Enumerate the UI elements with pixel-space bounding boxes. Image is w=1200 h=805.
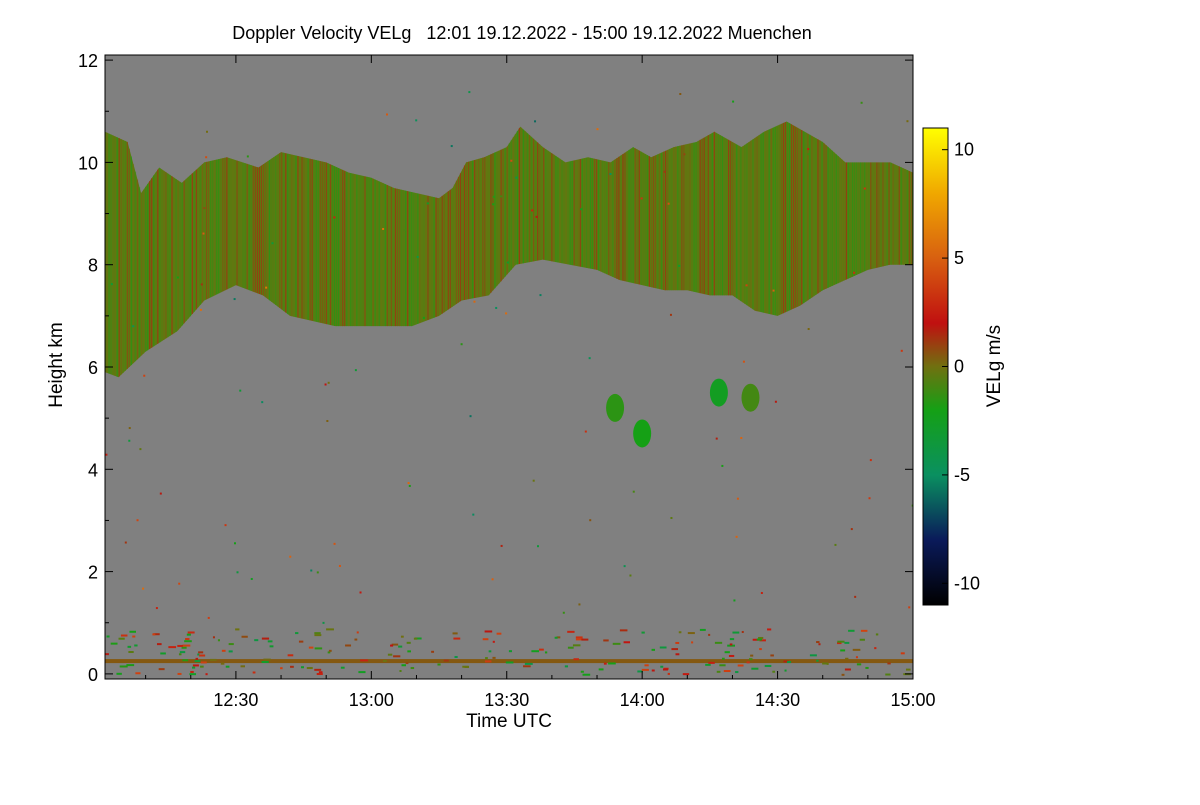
colorbar-ticks: 10 5 0 -5 -10	[942, 140, 980, 593]
colorbar-title: VELg m/s	[984, 325, 1005, 407]
colorbar-tick-label: 5	[954, 248, 964, 268]
cloud-patch	[709, 378, 728, 407]
y-tick-label: 10	[78, 153, 98, 173]
y-tick-label: 0	[88, 665, 98, 685]
y-tick-label: 12	[78, 51, 98, 71]
colorbar: 10 5 0 -5 -10 VELg m/s	[922, 127, 1005, 606]
ground-clutter	[105, 91, 913, 676]
y-axis-title: Height km	[46, 322, 67, 408]
cloud-patch	[606, 393, 625, 422]
colorbar-tick-label: 10	[954, 140, 974, 160]
x-tick-label: 15:00	[890, 690, 935, 710]
velocity-field	[105, 91, 913, 676]
x-axis: 12:30 13:00 13:30 14:00 14:30 15:00	[145, 55, 936, 710]
x-tick-label: 13:30	[484, 690, 529, 710]
x-tick-label: 14:00	[620, 690, 665, 710]
x-tick-label: 14:30	[755, 690, 800, 710]
colorbar-tick-label: -10	[954, 573, 980, 593]
colorbar-tick-label: -5	[954, 465, 970, 485]
x-tick-label: 12:30	[213, 690, 258, 710]
plot-area	[105, 55, 913, 679]
cloud-velocity-streaks	[105, 122, 913, 377]
y-axis: 0 2 4 6 8 10 12	[78, 51, 913, 685]
y-tick-label: 4	[88, 460, 98, 480]
x-axis-title: Time UTC	[466, 711, 552, 732]
y-tick-label: 2	[88, 563, 98, 583]
cloud-patch	[741, 383, 760, 412]
surface-echo-layer	[105, 659, 913, 664]
cloud-patch	[633, 419, 652, 448]
y-tick-label: 6	[88, 358, 98, 378]
y-tick-label: 8	[88, 256, 98, 276]
chart-title: Doppler Velocity VELg 12:01 19.12.2022 -…	[232, 23, 811, 43]
colorbar-tick-label: 0	[954, 357, 964, 377]
x-tick-label: 13:00	[349, 690, 394, 710]
